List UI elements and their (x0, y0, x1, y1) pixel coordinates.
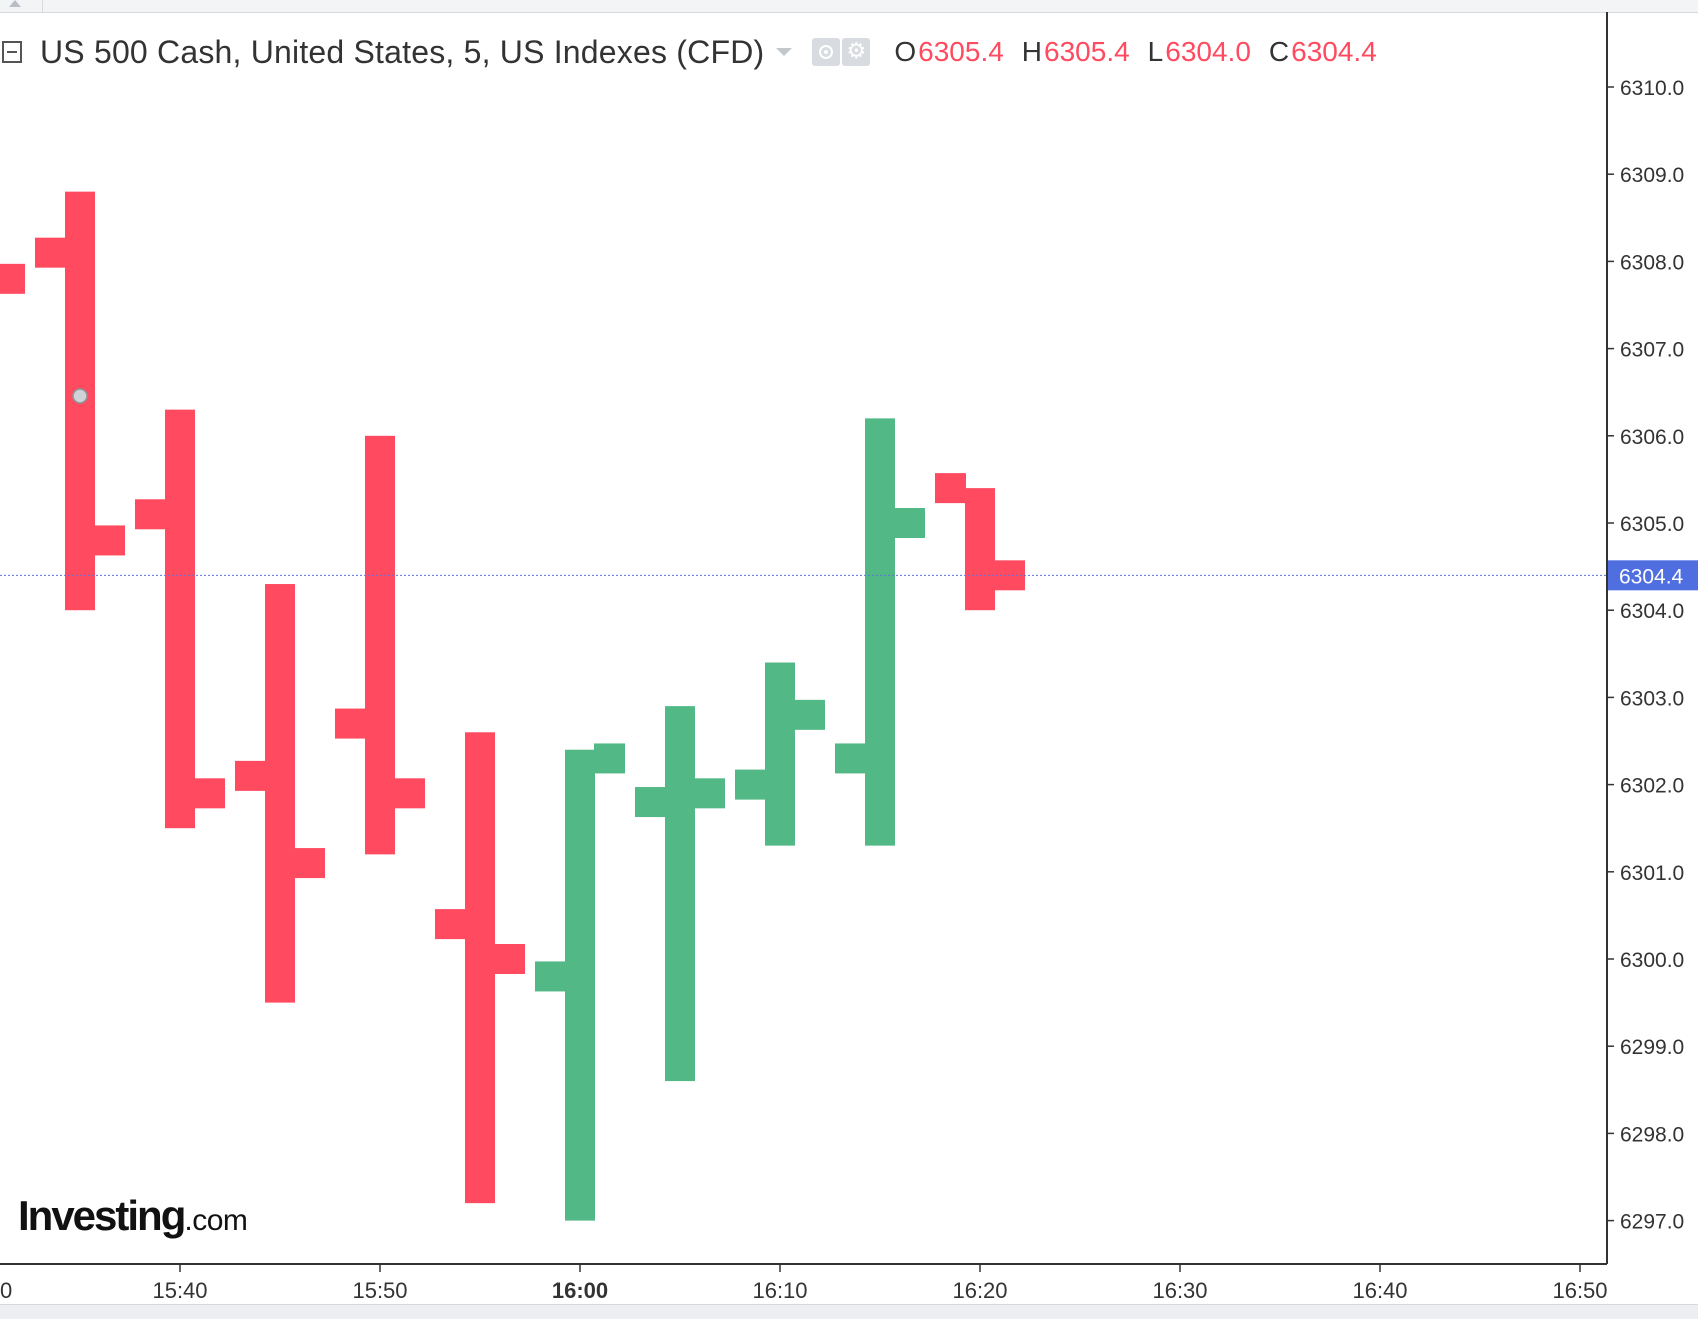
price-axis-label: 6306.0 (1620, 426, 1684, 449)
time-axis[interactable]: 0 15:40 15:50 16:00 16:10 16:20 16:30 16:40 16:5… (0, 1264, 1608, 1303)
ohlc-bar-close-tick (0, 263, 25, 294)
gear-icon[interactable]: ⚙ (842, 38, 871, 66)
crosshair-dot (72, 388, 88, 404)
time-axis-label: 15:40 (152, 1278, 207, 1303)
ohlc-bar-range (865, 418, 895, 846)
price-axis-label: 6308.0 (1620, 251, 1684, 274)
price-axis-label: 6305.0 (1620, 513, 1684, 536)
open-value: 6305.4 (918, 36, 1004, 67)
last-price-label-background (1608, 560, 1698, 591)
toolbar-divider (42, 0, 43, 12)
price-axis-label: 6300.0 (1620, 949, 1684, 972)
ohlc-bar-close-tick (794, 699, 825, 730)
ohlc-bar-close-tick (894, 508, 925, 538)
price-axis[interactable]: 6297.0 6298.0 6299.0 6300.0 6301.0 6302.0 6303… (1607, 77, 1684, 1234)
price-axis-label: 6298.0 (1620, 1123, 1684, 1146)
ohlc-bar-open-tick (835, 743, 866, 774)
low-value: 6304.0 (1165, 36, 1251, 67)
ohlc-bar-open-tick (935, 473, 966, 504)
symbol-title: US 500 Cash, United States, 5, US Indexe… (40, 33, 765, 70)
logo-wordmark: Investing (18, 1192, 186, 1239)
ohlc-bar-close-tick (194, 778, 225, 809)
ohlc-bar-range (765, 662, 795, 846)
ohlc-bar[interactable] (535, 743, 625, 1221)
ohlc-bar[interactable] (835, 418, 925, 846)
price-axis-label: 6302.0 (1620, 775, 1684, 798)
high-label: H (1021, 36, 1043, 67)
time-axis-label: 16:40 (1352, 1278, 1407, 1303)
price-axis-label: 6310.0 (1620, 77, 1684, 100)
ohlc-bar-close-tick (94, 525, 125, 556)
time-axis-label: 16:10 (752, 1278, 807, 1303)
close-label: C (1268, 36, 1290, 67)
chevron-down-icon[interactable] (776, 48, 793, 56)
ohlc-bar-close-tick (394, 778, 425, 809)
open-label: O (894, 36, 917, 67)
ohlc-bar[interactable] (635, 706, 725, 1082)
top-toolbar (0, 0, 1698, 13)
price-axis-label: 6301.0 (1620, 862, 1684, 885)
ohlc-bar-open-tick (535, 961, 566, 992)
collapse-icon[interactable] (2, 41, 22, 63)
price-axis-label: 6297.0 (1620, 1211, 1684, 1234)
ohlc-bar[interactable] (135, 409, 225, 829)
ohlc-bar[interactable] (0, 246, 25, 294)
ohlc-bar-range (665, 706, 695, 1082)
time-axis-label: 16:20 (952, 1278, 1007, 1303)
logo-suffix: .com (184, 1204, 248, 1237)
ohlc-bar-open-tick (435, 909, 466, 940)
high-value: 6305.4 (1044, 36, 1130, 67)
last-price-label-text: 6304.4 (1619, 565, 1684, 588)
ohlc-bar-range (965, 488, 995, 611)
last-price-label: 6304.4 (1608, 560, 1698, 591)
eye-icon[interactable] (812, 38, 841, 66)
ohlc-bar-open-tick (35, 237, 66, 268)
close-value: 6304.4 (1291, 36, 1377, 67)
ohlc-bar-range (365, 435, 395, 855)
low-label: L (1147, 36, 1164, 67)
price-axis-label: 6303.0 (1620, 687, 1684, 710)
time-axis-label: 15:50 (352, 1278, 407, 1303)
price-axis-label: 6299.0 (1620, 1036, 1684, 1059)
ohlc-bar-open-tick (635, 787, 666, 818)
ohlc-bar[interactable] (435, 732, 525, 1204)
ohlc-bar-close-tick (294, 848, 325, 879)
ohlc-bar-open-tick (335, 708, 366, 739)
ohlc-bar[interactable] (735, 662, 825, 846)
investing-logo: Investing.com (18, 1192, 248, 1240)
ohlc-bar-close-tick (594, 743, 625, 774)
price-axis-label: 6304.0 (1620, 600, 1684, 623)
ohlc-bar-range (465, 732, 495, 1204)
ohlc-bar-open-tick (735, 769, 766, 800)
ohlc-bar[interactable] (935, 473, 1025, 611)
price-axis-label: 6307.0 (1620, 339, 1684, 362)
ohlc-bar-open-tick (235, 760, 266, 791)
time-axis-label: 16:50 (1552, 1278, 1607, 1303)
time-axis-label: 16:30 (1152, 1278, 1207, 1303)
chart-legend-header: US 500 Cash, United States, 5, US Indexe… (0, 30, 1377, 74)
price-axis-label: 6309.0 (1620, 164, 1684, 187)
ohlc-bar-open-tick (135, 499, 166, 530)
bottom-toolbar (0, 1304, 1698, 1319)
time-axis-label: 0 (0, 1278, 12, 1303)
price-bars (0, 191, 1025, 1221)
ohlc-bar-close-tick (694, 778, 725, 809)
ohlc-bar-range (165, 409, 195, 829)
ohlc-bar-range (565, 749, 595, 1221)
ohlc-bar-range (265, 584, 295, 1003)
ohlc-bar[interactable] (235, 584, 325, 1003)
ohlc-bar-close-tick (494, 944, 525, 974)
time-axis-label: 16:00 (552, 1278, 608, 1303)
scroll-up-arrow-icon[interactable] (9, 0, 21, 7)
ohlc-bar[interactable] (335, 435, 425, 855)
